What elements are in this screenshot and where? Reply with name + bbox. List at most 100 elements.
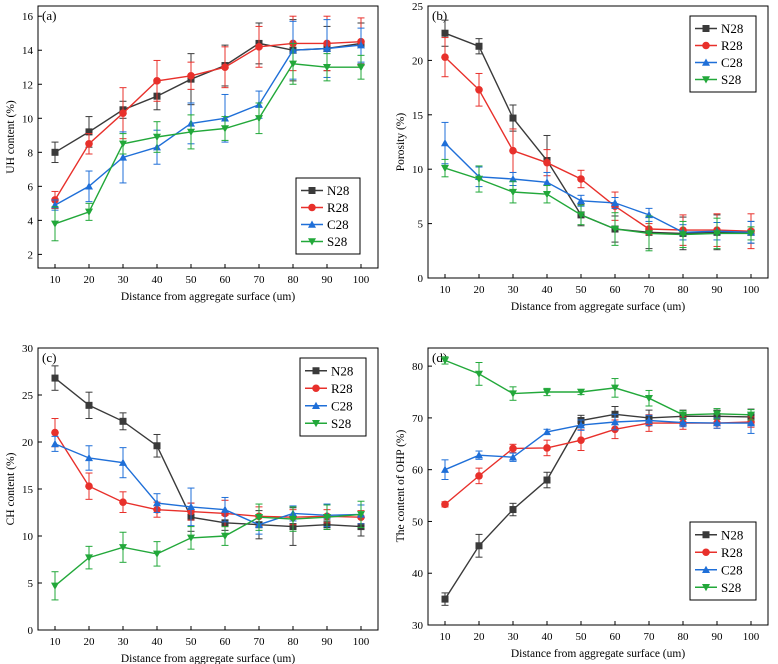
legend-swatch-marker (308, 187, 316, 194)
data-point (357, 511, 365, 519)
legend: N28 R28 C28 S28 (299, 357, 367, 437)
data-point (323, 44, 331, 52)
legend-swatch-marker (312, 420, 320, 428)
data-point (577, 211, 585, 219)
data-point (187, 71, 195, 80)
y-tick-label: 70 (412, 413, 424, 425)
data-point (441, 164, 449, 173)
y-tick-label: 16 (22, 11, 34, 23)
legend: N28 R28 C28 S28 (689, 15, 757, 93)
data-point (51, 439, 59, 448)
y-tick-label: 0 (28, 625, 34, 637)
data-point (51, 428, 59, 437)
data-point (543, 158, 551, 167)
plot-frame (427, 5, 769, 279)
x-tick-label: 60 (610, 631, 622, 643)
x-tick-label: 10 (50, 274, 62, 286)
legend-swatch-marker (702, 58, 710, 66)
x-axis-label: Distance from aggregate surface (um) (121, 653, 296, 664)
series-line (444, 413, 752, 600)
legend-swatch-marker (312, 367, 320, 375)
x-tick-label: 20 (474, 631, 486, 643)
data-point (509, 174, 517, 183)
data-point (289, 515, 297, 524)
legend-swatch-marker (702, 41, 710, 50)
data-point (747, 230, 755, 238)
series-line (54, 44, 362, 206)
y-tick-label: 20 (412, 55, 424, 67)
legend: N28 R28 C28 S28 (295, 177, 361, 255)
series-line (444, 167, 751, 236)
y-axis-label: Porosity (%) (395, 113, 407, 172)
x-tick-label: 50 (576, 631, 588, 643)
data-point (441, 500, 449, 509)
series-s28 (51, 42, 365, 242)
data-point (119, 109, 127, 117)
y-tick-label: 14 (22, 45, 34, 57)
data-point (679, 231, 687, 239)
x-tick-label: 20 (474, 284, 486, 296)
x-tick-label: 40 (542, 631, 554, 643)
series-line (54, 42, 362, 153)
x-tick-label: 30 (118, 274, 130, 286)
series-line (54, 443, 362, 526)
y-tick-label: 8 (28, 147, 34, 159)
y-tick-label: 15 (412, 110, 424, 122)
data-point (153, 133, 161, 141)
legend-entry: C28 (331, 398, 353, 413)
y-tick-label: 12 (22, 79, 33, 91)
legend-entry: R28 (721, 38, 743, 53)
x-tick-label: 10 (50, 636, 62, 648)
y-tick-label: 25 (22, 390, 34, 402)
data-point (713, 230, 721, 238)
data-point (221, 532, 229, 540)
data-point (85, 140, 93, 148)
legend-swatch-marker (308, 203, 316, 212)
y-tick-label: 5 (28, 578, 34, 590)
panel-label: (c) (42, 350, 56, 365)
data-point (509, 444, 517, 453)
y-tick-label: 30 (412, 620, 424, 632)
x-tick-label: 50 (186, 636, 198, 648)
x-tick-label: 90 (322, 274, 334, 286)
legend-entry: R28 (331, 381, 353, 396)
y-tick-label: 20 (22, 437, 34, 449)
data-point (119, 498, 127, 506)
y-tick-label: 15 (22, 484, 34, 496)
panel-label: (b) (432, 8, 447, 23)
data-point (611, 198, 619, 207)
data-point (441, 53, 449, 61)
series-line (54, 377, 362, 528)
data-point (611, 384, 619, 392)
data-point (323, 514, 331, 522)
data-point (85, 182, 93, 190)
x-tick-label: 70 (254, 274, 266, 286)
data-point (187, 534, 195, 542)
legend-entry: S28 (331, 416, 351, 431)
data-point (475, 42, 483, 50)
x-tick-label: 50 (576, 284, 588, 296)
y-tick-label: 4 (28, 215, 34, 227)
data-point (187, 128, 195, 136)
series-line (54, 513, 362, 587)
data-point (51, 582, 59, 590)
y-tick-label: 6 (28, 181, 34, 193)
data-point (153, 499, 161, 507)
y-tick-label: 40 (412, 568, 424, 580)
data-point (255, 43, 263, 51)
x-axis-label: Distance from aggregate surface (um) (121, 291, 296, 303)
y-axis-label: CH content (%) (5, 452, 17, 525)
data-point (475, 175, 483, 183)
x-tick-label: 70 (644, 284, 656, 296)
data-point (357, 41, 365, 49)
x-tick-label: 10 (440, 284, 452, 296)
data-point (543, 427, 551, 436)
legend-entry: S28 (721, 72, 741, 87)
data-point (85, 128, 93, 136)
data-point (85, 554, 93, 562)
y-tick-label: 10 (22, 113, 34, 125)
x-tick-label: 90 (322, 636, 334, 648)
y-tick-label: 25 (412, 1, 424, 13)
legend-entry: R28 (721, 545, 743, 560)
legend-entry: N28 (327, 183, 349, 198)
